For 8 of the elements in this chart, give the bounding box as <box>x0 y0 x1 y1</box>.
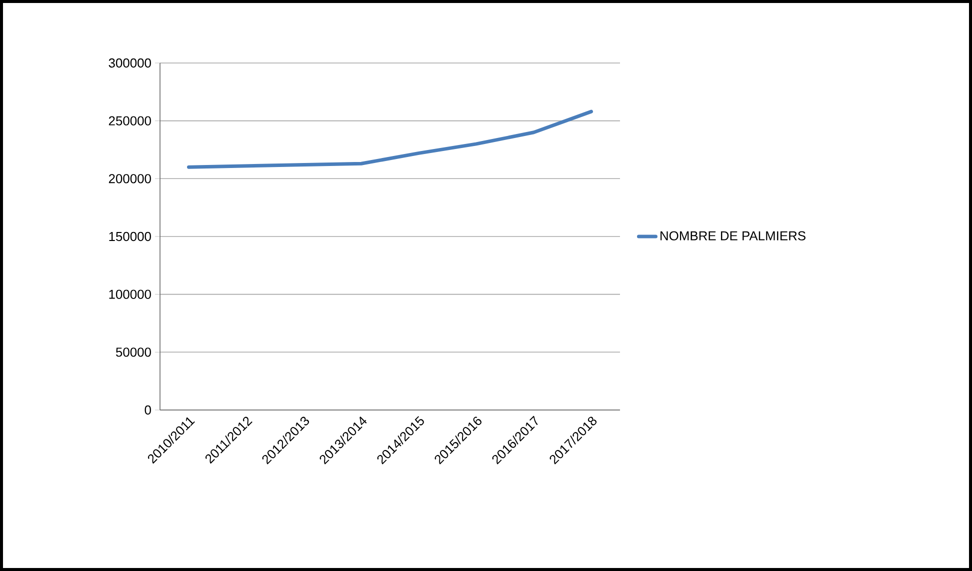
legend-label: NOMBRE DE PALMIERS <box>660 231 806 240</box>
y-tick-label: 200000 <box>108 174 151 184</box>
y-tick-label: 150000 <box>109 232 151 242</box>
y-tick-label: 250000 <box>108 116 151 126</box>
y-tick-label: 100000 <box>109 290 151 299</box>
y-tick-label: 0 <box>144 405 151 415</box>
y-tick-label: 50000 <box>116 348 151 357</box>
y-tick-label: 300000 <box>108 58 151 68</box>
